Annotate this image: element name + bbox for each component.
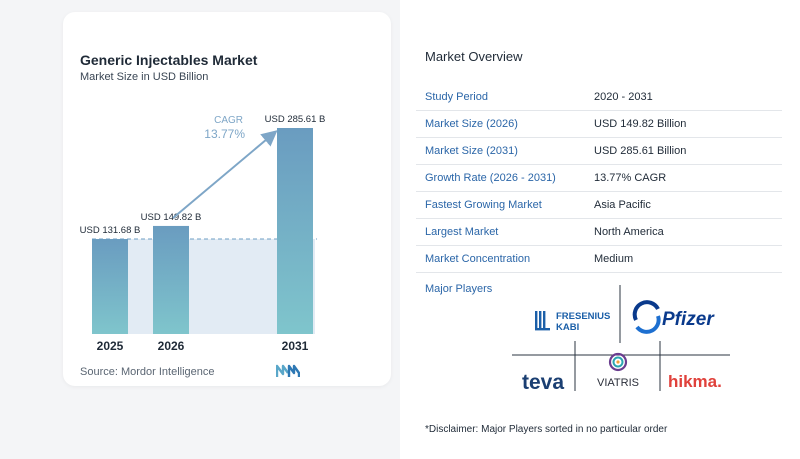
overview-value: USD 285.61 Billion [594,145,687,157]
overview-value: 2020 - 2031 [594,91,653,103]
bar-2026 [153,225,189,334]
overview-panel [400,0,800,459]
mordor-logo-icon [276,364,300,377]
bar-2031 [277,128,313,334]
value-label: USD 131.68 B [80,225,141,236]
overview-key: Growth Rate (2026 - 2031) [425,172,556,184]
bar-2025 [92,239,128,334]
viatris-wordmark: VIATRIS [597,377,639,389]
category-label: 2026 [158,339,185,353]
category-label: 2031 [282,339,309,353]
overview-row: Largest Market North America [416,219,782,246]
overview-value: Medium [594,253,634,265]
viatris-logo: VIATRIS [588,352,648,397]
overview-row: Market Concentration Medium [416,246,782,273]
overview-value: 13.77% CAGR [594,172,667,184]
overview-row: Growth Rate (2026 - 2031) 13.77% CAGR [416,165,782,192]
cagr-label: CAGR [214,115,243,126]
fresenius-line1: FRESENIUS [556,311,610,322]
category-label: 2025 [97,339,124,353]
overview-row: Market Size (2026) USD 149.82 Billion [416,111,782,138]
viatris-globe-icon [608,352,628,372]
overview-row: Market Size (2031) USD 285.61 Billion [416,138,782,165]
overview-value: Asia Pacific [594,199,651,211]
overview-table: Study Period 2020 - 2031 Market Size (202… [416,84,782,273]
hikma-wordmark: hikma. [668,372,722,391]
value-label: USD 149.82 B [141,212,202,223]
chart-subtitle: Market Size in USD Billion [80,71,209,83]
overview-key: Largest Market [425,226,499,238]
overview-value: USD 149.82 Billion [594,118,687,130]
fresenius-mark-icon [535,311,550,331]
cagr-value: 13.77% [204,127,245,141]
overview-row: Fastest Growing Market Asia Pacific [416,192,782,219]
overview-value: North America [594,226,664,238]
pfizer-pill-icon [632,300,661,334]
overview-key: Market Concentration [425,253,531,265]
overview-key: Fastest Growing Market [425,199,542,211]
overview-title: Market Overview [425,49,523,64]
overview-key: Market Size (2031) [425,145,518,157]
disclaimer: *Disclaimer: Major Players sorted in no … [425,424,668,435]
overview-row: Study Period 2020 - 2031 [416,84,782,111]
source-note: Source: Mordor Intelligence [80,366,215,378]
pfizer-logo: Pfizer [632,300,724,341]
major-players-label: Major Players [425,283,493,295]
teva-logo: teva [520,368,574,399]
teva-wordmark: teva [522,371,564,394]
fresenius-line2: KABI [556,322,579,333]
hikma-logo: hikma. [666,368,732,399]
overview-key: Study Period [425,91,488,103]
value-label: USD 285.61 B [265,114,326,125]
fresenius-kabi-logo: FRESENIUS KABI [534,308,624,339]
pfizer-wordmark: Pfizer [662,309,715,330]
chart-title: Generic Injectables Market [80,52,258,68]
bar-chart: USD 131.68 B 2025 USD 149.82 B 2026 USD 285.… [80,114,326,353]
overview-key: Market Size (2026) [425,118,518,130]
cagr-arrow [172,130,278,219]
